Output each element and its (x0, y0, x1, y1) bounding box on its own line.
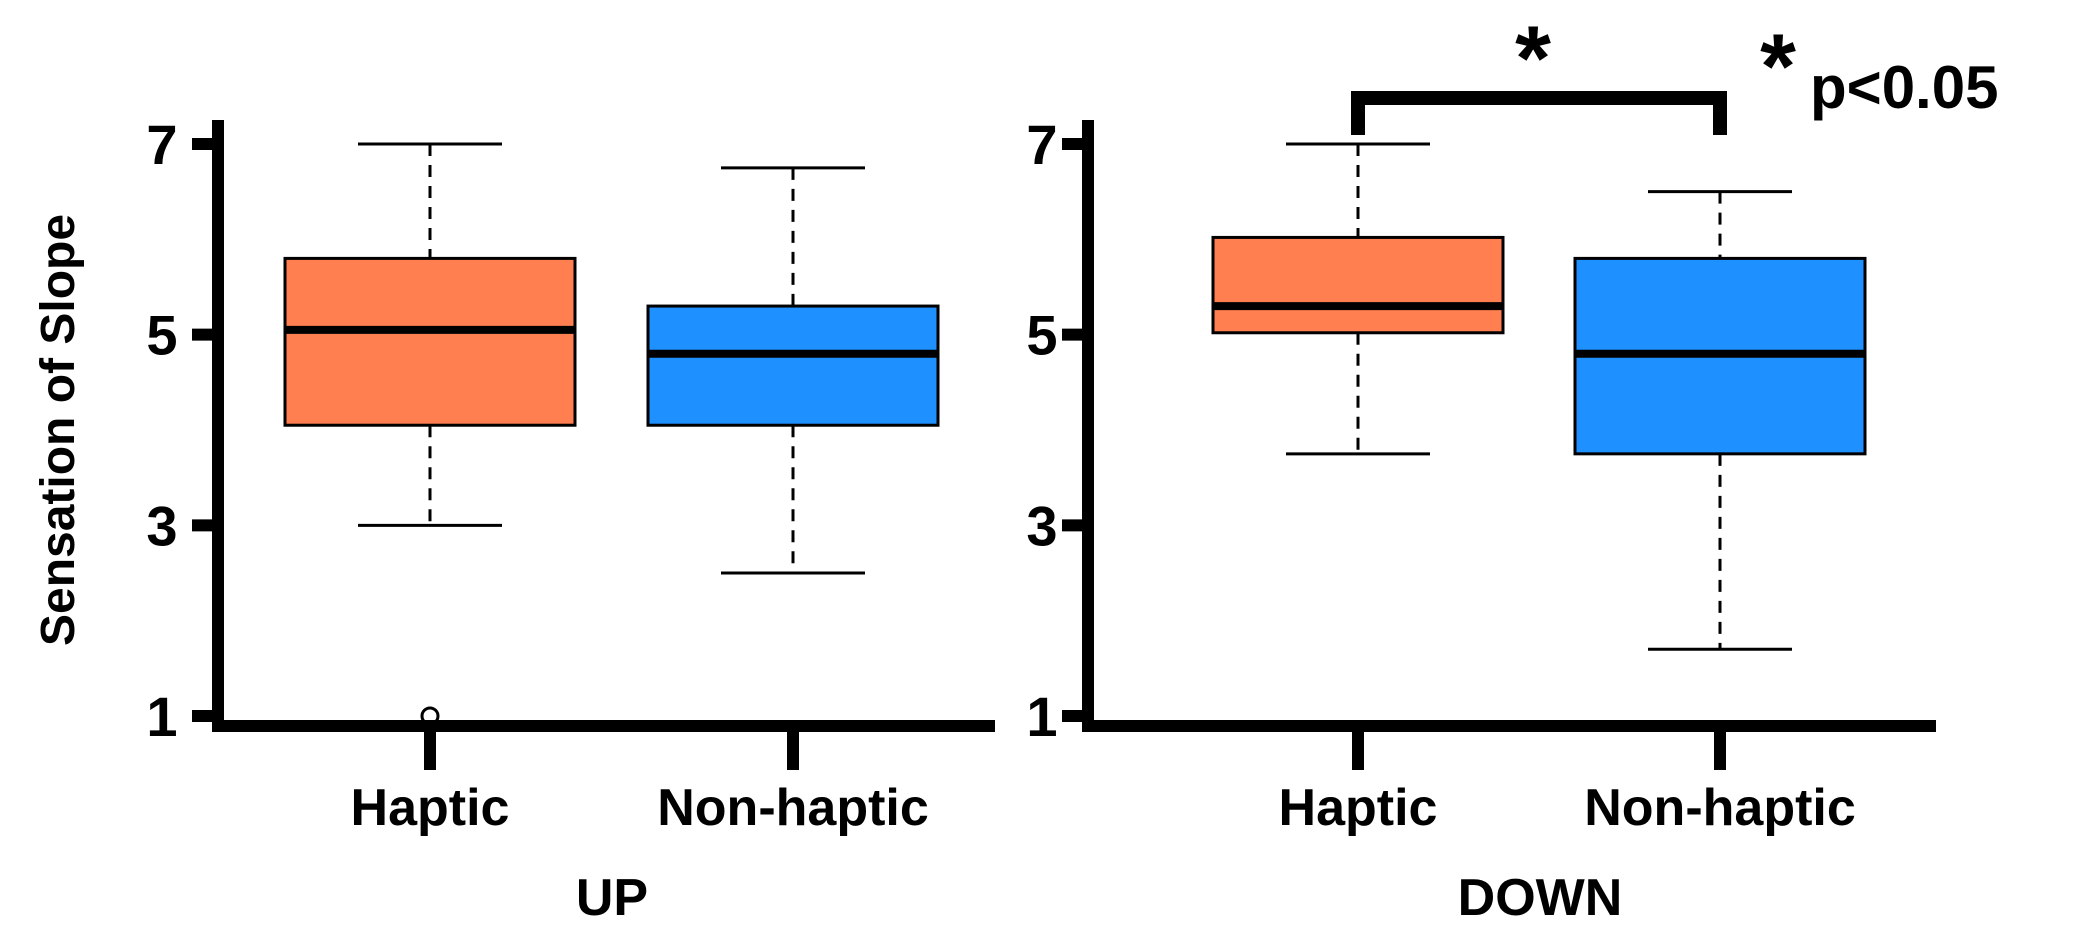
pvalue-note: p<0.05 (1810, 54, 1998, 121)
y-tick-label-down-5: 5 (1026, 304, 1057, 367)
panel-title-down: DOWN (1458, 869, 1623, 927)
box-down-non-haptic (1573, 190, 1867, 651)
box-up-haptic (283, 142, 577, 726)
box-layer (283, 142, 1867, 726)
iqr-box (1211, 235, 1505, 335)
significance-bracket (1351, 91, 1727, 135)
y-tick-label-down-3: 3 (1026, 494, 1057, 557)
iqr-box (646, 304, 940, 427)
box-down-haptic (1211, 142, 1505, 456)
y-tick-label-down-7: 7 (1026, 113, 1057, 176)
x-tick-label-up-non-haptic: Non-haptic (657, 779, 929, 837)
panel-title-up: UP (576, 869, 648, 927)
pvalue-star: * (1760, 16, 1796, 118)
y-tick-label-up-1: 1 (146, 685, 177, 748)
iqr-box (283, 256, 577, 427)
axes-layer (192, 91, 1936, 770)
y-tick-label-up-3: 3 (146, 494, 177, 557)
x-tick-label-up-haptic: Haptic (351, 779, 510, 837)
bracket-line (1351, 91, 1727, 135)
y-axis-label: Sensation of Slope (32, 214, 85, 646)
x-tick-label-down-haptic: Haptic (1279, 779, 1438, 837)
significance-star: * (1515, 8, 1551, 110)
y-tick-label-up-5: 5 (146, 304, 177, 367)
box-up-non-haptic (646, 166, 940, 575)
y-tick-label-down-1: 1 (1026, 685, 1057, 748)
x-tick-label-down-non-haptic: Non-haptic (1584, 779, 1856, 837)
y-tick-label-up-7: 7 (146, 113, 177, 176)
